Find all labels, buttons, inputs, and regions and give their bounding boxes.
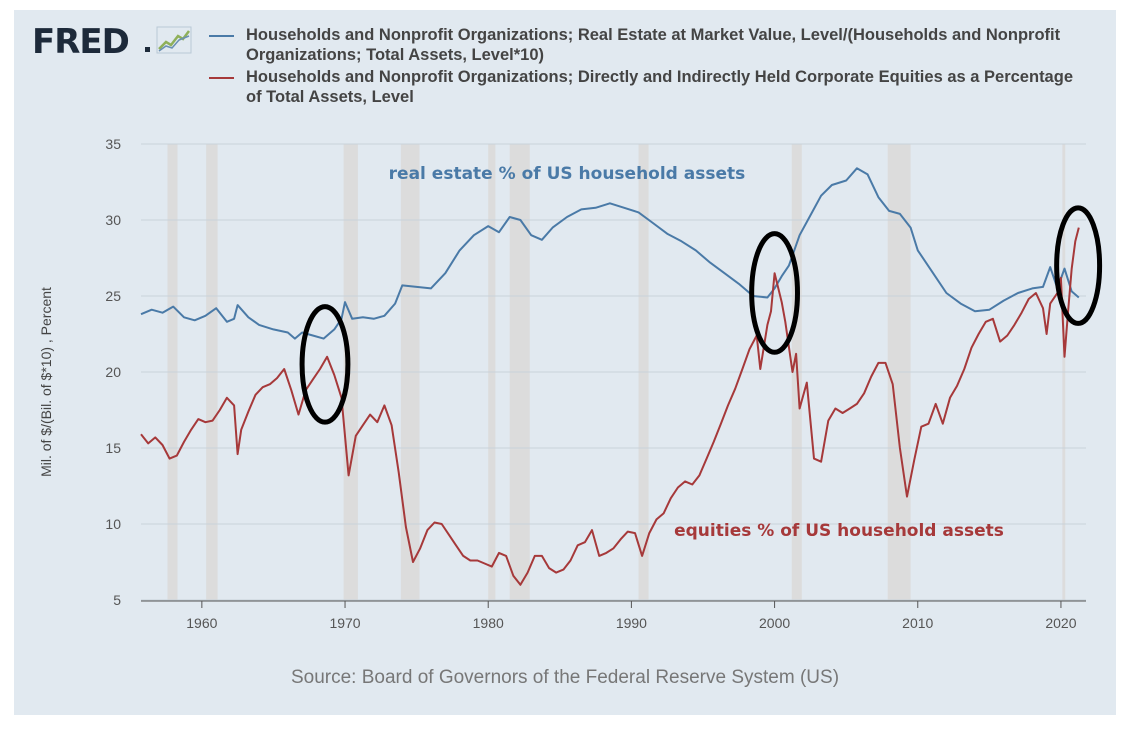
legend-label-equities: Households and Nonprofit Organizations; … <box>246 68 1073 106</box>
y-tick-label: 35 <box>105 136 121 152</box>
y-tick-label: 15 <box>105 440 121 456</box>
legend-item-equities[interactable]: Households and Nonprofit Organizations; … <box>209 67 1089 107</box>
y-tick-label: 25 <box>105 288 121 304</box>
equities-annotation: equities % of US household assets <box>674 521 1004 541</box>
real-estate-line <box>140 167 1080 340</box>
x-tick-label: 1970 <box>329 615 360 631</box>
highlight-circle <box>1054 205 1103 326</box>
logo-dot <box>145 47 150 52</box>
equities-line <box>140 227 1080 586</box>
x-axis: 1960 1970 1980 1990 2000 2010 2020 <box>141 600 1086 631</box>
x-tick-label: 1990 <box>616 615 647 631</box>
y-tick-label: 30 <box>105 212 121 228</box>
highlight-circle <box>749 231 800 355</box>
y-tick-label: 20 <box>105 364 121 380</box>
line-chart[interactable]: 5 10 15 20 25 30 35 1960 1970 1980 1990 2000 2010 20… <box>14 10 1116 715</box>
y-tick-label: 5 <box>113 592 121 608</box>
fred-logo[interactable]: FRED <box>32 22 130 62</box>
x-tick-label: 1980 <box>473 615 504 631</box>
legend-swatch-real-estate <box>209 35 234 37</box>
gridlines <box>141 143 1086 601</box>
legend-swatch-equities <box>209 77 234 79</box>
x-tick-label: 2000 <box>759 615 790 631</box>
x-tick-label: 2010 <box>902 615 933 631</box>
x-tick-label: 2020 <box>1045 615 1076 631</box>
chart-card: FRED Households and Nonprofit Organizati… <box>14 10 1116 715</box>
x-tick-label: 1960 <box>186 615 217 631</box>
line-chart-icon <box>154 25 194 55</box>
source-note: Source: Board of Governors of the Federa… <box>290 667 840 688</box>
chart-legend: Households and Nonprofit Organizations; … <box>209 25 1089 109</box>
annotations: real estate % of US household assets equi… <box>389 164 1004 541</box>
y-tick-label: 10 <box>105 516 121 532</box>
highlight-circles <box>299 205 1103 425</box>
legend-item-real-estate[interactable]: Households and Nonprofit Organizations; … <box>209 25 1089 65</box>
y-axis-label: Mil. of $/(Bil. of $*10) , Percent <box>38 287 54 477</box>
highlight-circle <box>299 304 351 425</box>
real-estate-annotation: real estate % of US household assets <box>389 164 746 184</box>
legend-label-real-estate: Households and Nonprofit Organizations; … <box>246 26 1061 64</box>
series-lines <box>140 167 1080 586</box>
y-axis: 5 10 15 20 25 30 35 <box>105 136 121 608</box>
